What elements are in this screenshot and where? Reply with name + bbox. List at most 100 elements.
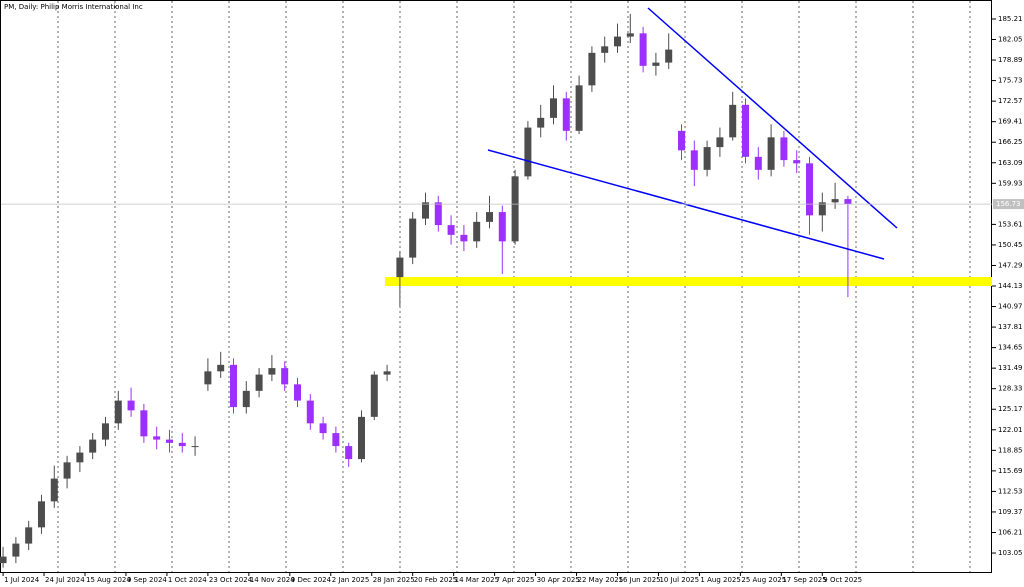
candle-body <box>178 442 186 447</box>
last-price-box <box>993 199 1024 210</box>
y-tick-label: 122.01 <box>998 426 1023 434</box>
x-tick-label: 14 Nov 2024 <box>250 576 295 584</box>
y-tick-label: 137.81 <box>998 323 1023 331</box>
candle-body <box>332 433 340 447</box>
candle-body <box>729 104 737 138</box>
candle-body <box>293 384 301 401</box>
candle-body <box>101 423 109 440</box>
candle-body <box>485 212 493 222</box>
candle-body <box>498 212 506 242</box>
y-tick-label: 172.57 <box>998 97 1023 105</box>
candle-body <box>421 202 429 219</box>
candle-body <box>703 147 711 170</box>
candle-body <box>806 163 814 216</box>
candle-body <box>357 416 365 460</box>
candle-body <box>345 446 353 460</box>
candle-body <box>281 368 289 385</box>
x-tick-label: 14 Mar 2025 <box>455 576 499 584</box>
y-tick-label: 103.05 <box>998 549 1023 557</box>
candle-body <box>511 176 519 242</box>
candle-body <box>25 527 33 544</box>
x-tick-label: 30 Apr 2025 <box>537 576 580 584</box>
candle-body <box>191 446 199 448</box>
y-tick-label: 128.33 <box>998 385 1023 393</box>
candle-body <box>588 52 596 86</box>
x-tick-label: 10 Jul 2025 <box>659 576 699 584</box>
candle-body <box>50 478 58 502</box>
candle-body <box>626 33 634 37</box>
x-tick-label: 1 Jul 2024 <box>4 576 40 584</box>
candle-body <box>844 199 852 205</box>
candle-body <box>37 501 45 528</box>
y-tick-label: 109.37 <box>998 508 1023 516</box>
candle-body <box>204 371 212 385</box>
candle-body <box>268 368 276 375</box>
candle-body <box>665 49 673 63</box>
x-tick-label: 17 Sep 2025 <box>782 576 826 584</box>
y-tick-label: 175.73 <box>998 77 1023 85</box>
candle-body <box>742 104 750 157</box>
candle-body <box>601 46 609 53</box>
x-tick-label: 28 Jan 2025 <box>373 576 415 584</box>
candle-body <box>217 364 225 372</box>
candle-body <box>63 462 71 479</box>
candle-body <box>229 364 237 408</box>
candle-body <box>242 390 250 408</box>
candle-body <box>114 400 122 424</box>
candle-body <box>76 452 84 463</box>
upper-trendline <box>647 7 898 229</box>
y-tick-label: 144.13 <box>998 282 1023 290</box>
x-tick-label: 9 Sep 2024 <box>127 576 167 584</box>
candle-body <box>716 137 724 148</box>
x-tick-label: 2 Jan 2025 <box>332 576 370 584</box>
y-tick-label: 185.21 <box>998 15 1023 23</box>
candle-body <box>562 98 570 131</box>
candle-body <box>639 33 647 66</box>
candle-body <box>255 374 263 391</box>
candle-body <box>614 36 622 47</box>
candle-body <box>127 400 135 411</box>
y-tick-label: 169.41 <box>998 118 1023 126</box>
x-tick-label: 9 Oct 2025 <box>823 576 862 584</box>
x-tick-label: 20 Feb 2025 <box>414 576 458 584</box>
candle-body <box>12 543 20 557</box>
candle-body <box>575 85 583 131</box>
candle-body <box>754 156 762 170</box>
x-tick-label: 22 May 2025 <box>578 576 624 584</box>
candle-body <box>0 556 7 564</box>
y-tick-label: 106.21 <box>998 528 1023 536</box>
candle-body <box>831 199 839 203</box>
y-tick-label: 118.85 <box>998 446 1023 454</box>
candle-body <box>549 98 557 118</box>
y-tick-label: 134.65 <box>998 344 1023 352</box>
candle-body <box>524 127 532 177</box>
plot-area <box>0 0 992 573</box>
x-tick-label: 16 Jun 2025 <box>619 576 661 584</box>
y-tick-label: 131.49 <box>998 364 1023 372</box>
y-tick-label: 182.05 <box>998 36 1023 44</box>
vertical-grid <box>57 1 971 572</box>
candle-body <box>473 221 481 242</box>
support-zone <box>385 277 992 286</box>
y-tick-label: 140.97 <box>998 303 1023 311</box>
candle-body <box>434 202 442 226</box>
chart-title: PM, Daily: Philip Morris International I… <box>4 3 143 11</box>
candle-body <box>793 160 801 164</box>
candle-body <box>306 400 314 424</box>
candle-body <box>690 150 698 170</box>
candle-body <box>140 410 148 437</box>
y-tick-label: 112.53 <box>998 487 1023 495</box>
x-tick-label: 24 Jul 2024 <box>45 576 85 584</box>
candle-body <box>780 137 788 161</box>
candle-body <box>652 62 660 66</box>
y-tick-label: 159.93 <box>998 179 1023 187</box>
y-tick-label: 150.45 <box>998 241 1023 249</box>
y-tick-label: 147.29 <box>998 261 1023 269</box>
candles <box>0 13 852 568</box>
y-tick-label: 163.09 <box>998 159 1023 167</box>
x-tick-label: 7 Apr 2025 <box>496 576 535 584</box>
candle-body <box>383 371 391 375</box>
y-tick-label: 153.61 <box>998 220 1023 228</box>
y-tick-label: 178.89 <box>998 56 1023 64</box>
